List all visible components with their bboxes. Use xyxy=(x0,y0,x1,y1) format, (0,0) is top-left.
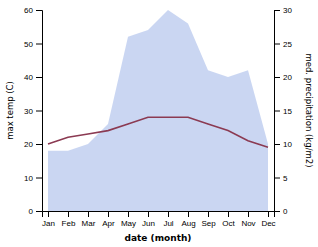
tick: May xyxy=(121,211,136,228)
y-axis: 0 10 20 30 40 50 60 xyxy=(24,6,42,216)
tick-mark xyxy=(36,77,42,78)
tick-mark xyxy=(36,178,42,179)
x-axis-title: date (month) xyxy=(125,233,192,243)
tick-label: Jan xyxy=(42,219,55,228)
tick-label: 5 xyxy=(283,174,288,183)
tick-mark xyxy=(208,211,209,217)
tick-mark xyxy=(88,211,89,217)
tick: Mar xyxy=(82,211,96,228)
tick-label: 15 xyxy=(283,107,292,116)
tick: Dec xyxy=(261,211,275,228)
tick-mark xyxy=(36,111,42,112)
tick: 30 xyxy=(24,107,42,116)
tick-label: Aug xyxy=(181,219,195,228)
tick: 15 xyxy=(274,107,292,116)
tick-mark xyxy=(108,211,109,217)
axis-line xyxy=(275,11,281,212)
tick: 50 xyxy=(24,40,42,49)
tick-mark xyxy=(148,211,149,217)
tick: 60 xyxy=(24,6,42,15)
axis-line xyxy=(36,11,43,212)
tick: 5 xyxy=(274,174,288,183)
tick: Oct xyxy=(222,211,235,228)
tick: 40 xyxy=(24,73,42,82)
tick-mark xyxy=(274,111,280,112)
tick-mark xyxy=(36,44,42,45)
y-axis-title: max temp (C) xyxy=(5,81,15,140)
tick-label: 50 xyxy=(24,40,33,49)
tick-label: May xyxy=(121,219,136,228)
plot-area: Jan Feb Mar Apr May Jun Jul Aug Sep Oct Nov Dec 0 10 2… xyxy=(24,6,292,228)
temperature-line xyxy=(48,117,268,147)
tick-mark xyxy=(274,144,280,145)
tick: 10 xyxy=(24,174,42,183)
tick: Feb xyxy=(62,211,76,228)
tick-mark xyxy=(68,211,69,217)
tick-mark xyxy=(268,211,269,217)
precipitation-area xyxy=(48,10,268,211)
tick-mark xyxy=(128,211,129,217)
marks xyxy=(48,10,268,211)
tick: Nov xyxy=(241,211,255,228)
tick: Jul xyxy=(163,211,173,228)
tick: 20 xyxy=(274,73,292,82)
tick-label: Sep xyxy=(201,219,216,228)
y2-axis: 0 5 10 15 20 25 30 xyxy=(274,6,292,216)
tick: 10 xyxy=(274,140,292,149)
tick-label: 20 xyxy=(283,73,292,82)
tick: 30 xyxy=(274,6,292,15)
tick-mark xyxy=(168,211,169,217)
tick-label: Jul xyxy=(163,219,173,228)
tick-label: 30 xyxy=(283,6,292,15)
tick: Aug xyxy=(181,211,195,228)
tick-mark xyxy=(48,211,49,217)
x-axis: Jan Feb Mar Apr May Jun Jul Aug Sep Oct Nov Dec xyxy=(42,211,276,228)
tick: 25 xyxy=(274,40,292,49)
tick-label: 60 xyxy=(24,6,33,15)
tick-label: Apr xyxy=(102,219,115,228)
tick: 20 xyxy=(24,140,42,149)
tick-mark xyxy=(274,77,280,78)
tick-label: 10 xyxy=(24,174,33,183)
tick: 0 xyxy=(29,207,42,216)
tick-mark xyxy=(248,211,249,217)
tick-label: Mar xyxy=(82,219,96,228)
tick-label: 0 xyxy=(29,207,34,216)
tick-label: 10 xyxy=(283,140,292,149)
tick-label: 40 xyxy=(24,73,33,82)
tick: Jun xyxy=(142,211,155,228)
tick-mark xyxy=(228,211,229,217)
chart-container: Jan Feb Mar Apr May Jun Jul Aug Sep Oct Nov Dec 0 10 2… xyxy=(0,0,318,247)
tick-label: Oct xyxy=(222,219,235,228)
tick-label: 20 xyxy=(24,140,33,149)
tick-mark xyxy=(274,10,280,11)
tick-label: Jun xyxy=(142,219,155,228)
tick-mark xyxy=(36,10,42,11)
axis-line xyxy=(43,212,275,218)
tick-label: Nov xyxy=(241,219,255,228)
tick: 0 xyxy=(274,207,288,216)
y2-axis-title: med. precipitation (kg/m2) xyxy=(304,53,314,167)
tick-label: Dec xyxy=(261,219,275,228)
tick-mark xyxy=(36,144,42,145)
tick: Jan xyxy=(42,211,55,228)
tick-mark xyxy=(36,211,42,212)
tick-label: 0 xyxy=(283,207,288,216)
tick-mark xyxy=(274,44,280,45)
chart-svg: Jan Feb Mar Apr May Jun Jul Aug Sep Oct Nov Dec 0 10 2… xyxy=(0,0,318,247)
tick-label: 25 xyxy=(283,40,292,49)
tick-mark xyxy=(188,211,189,217)
tick-label: 30 xyxy=(24,107,33,116)
tick: Sep xyxy=(201,211,216,228)
tick-mark xyxy=(274,178,280,179)
tick-mark xyxy=(274,211,280,212)
tick: Apr xyxy=(102,211,115,228)
tick-label: Feb xyxy=(62,219,76,228)
